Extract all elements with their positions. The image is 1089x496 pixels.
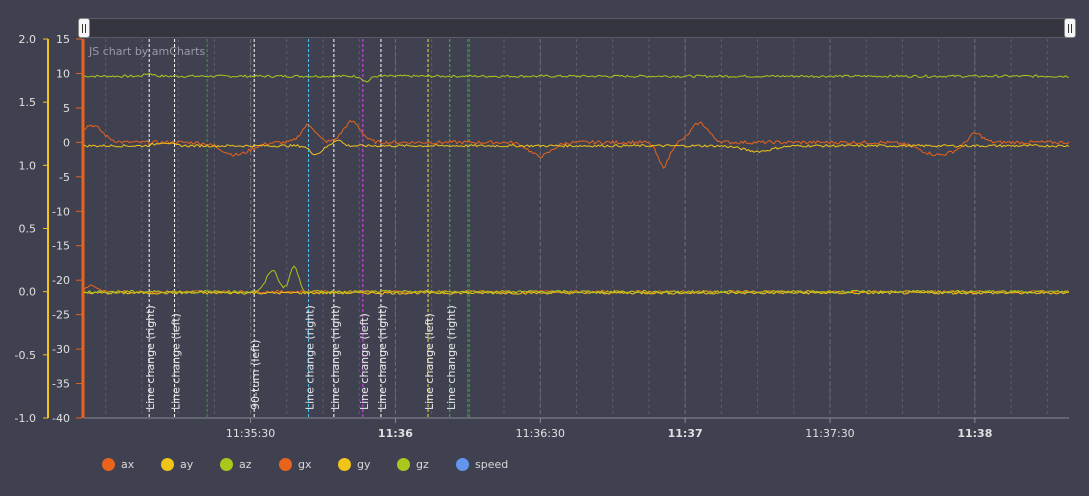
series-az [83,72,1070,83]
inner-axis-tick-label: -15 [52,240,70,253]
event-label: 90-turn (left) [249,340,262,410]
x-axis-tick-label: 11:35:30 [226,427,275,440]
legend-item-ax[interactable]: ax [102,458,161,471]
outer-axis-tick-label: 0.5 [19,223,37,236]
event-label: Line change (right) [304,305,317,410]
legend-item-gz[interactable]: gz [397,458,456,471]
series-gz [83,265,1070,294]
inner-axis-tick-label: -20 [52,274,70,287]
legend-item-az[interactable]: az [220,458,279,471]
legend-item-gy[interactable]: gy [338,458,397,471]
event-label: Line change (left) [423,313,436,410]
legend-label: ay [180,458,194,471]
x-axis-tick-label: 11:37:30 [805,427,854,440]
inner-axis-tick-label: -30 [52,343,70,356]
legend-item-gx[interactable]: gx [279,458,338,471]
legend-marker-icon [338,458,351,471]
legend-label: gy [357,458,371,471]
series-ax [83,120,1070,169]
x-axis-tick-label: 11:37 [668,427,703,440]
legend-label: speed [475,458,509,471]
inner-axis-tick-label: 5 [63,102,70,115]
event-label: Line change (right) [144,305,157,410]
legend-label: az [239,458,252,471]
event-label: Line change (left) [358,313,371,410]
outer-axis-tick-label: 1.0 [19,159,37,172]
legend-label: gx [298,458,312,471]
inner-axis-tick-label: 15 [56,33,70,46]
outer-axis-tick-label: -0.5 [15,349,36,362]
inner-axis-tick-label: -35 [52,378,70,391]
legend-label: ax [121,458,135,471]
legend-label: gz [416,458,429,471]
x-axis-tick-label: 11:38 [957,427,992,440]
event-label: Line change (right) [376,305,389,410]
event-label: Line change (right) [329,305,342,410]
event-label: Line change (right) [445,305,458,410]
inner-axis-tick-label: -10 [52,205,70,218]
outer-axis-tick-label: -1.0 [15,412,36,425]
outer-axis-tick-label: 0.0 [19,286,37,299]
legend-marker-icon [161,458,174,471]
legend-item-speed[interactable]: speed [456,458,515,471]
outer-axis-tick-label: 2.0 [19,33,37,46]
inner-axis-tick-label: -5 [59,171,70,184]
legend-marker-icon [220,458,233,471]
inner-axis-tick-label: 10 [56,67,70,80]
legend-marker-icon [102,458,115,471]
event-label: Line change (left) [170,313,183,410]
legend-item-ay[interactable]: ay [161,458,220,471]
inner-axis-tick-label: 0 [63,136,70,149]
inner-axis-tick-label: -40 [52,412,70,425]
inner-axis-tick-label: -25 [52,309,70,322]
legend-marker-icon [397,458,410,471]
legend-marker-icon [456,458,469,471]
chart-legend: ax ay az gx gy gz speed [102,458,515,471]
x-axis-tick-label: 11:36 [378,427,413,440]
x-axis-tick-label: 11:36:30 [516,427,565,440]
outer-axis-tick-label: 1.5 [19,96,37,109]
series-ay [83,139,1070,156]
amcharts-credit[interactable]: JS chart by amCharts [89,45,206,58]
scrollbar-left-grip-icon[interactable] [78,18,90,38]
scrollbar-right-grip-icon[interactable] [1064,18,1076,38]
legend-marker-icon [279,458,292,471]
